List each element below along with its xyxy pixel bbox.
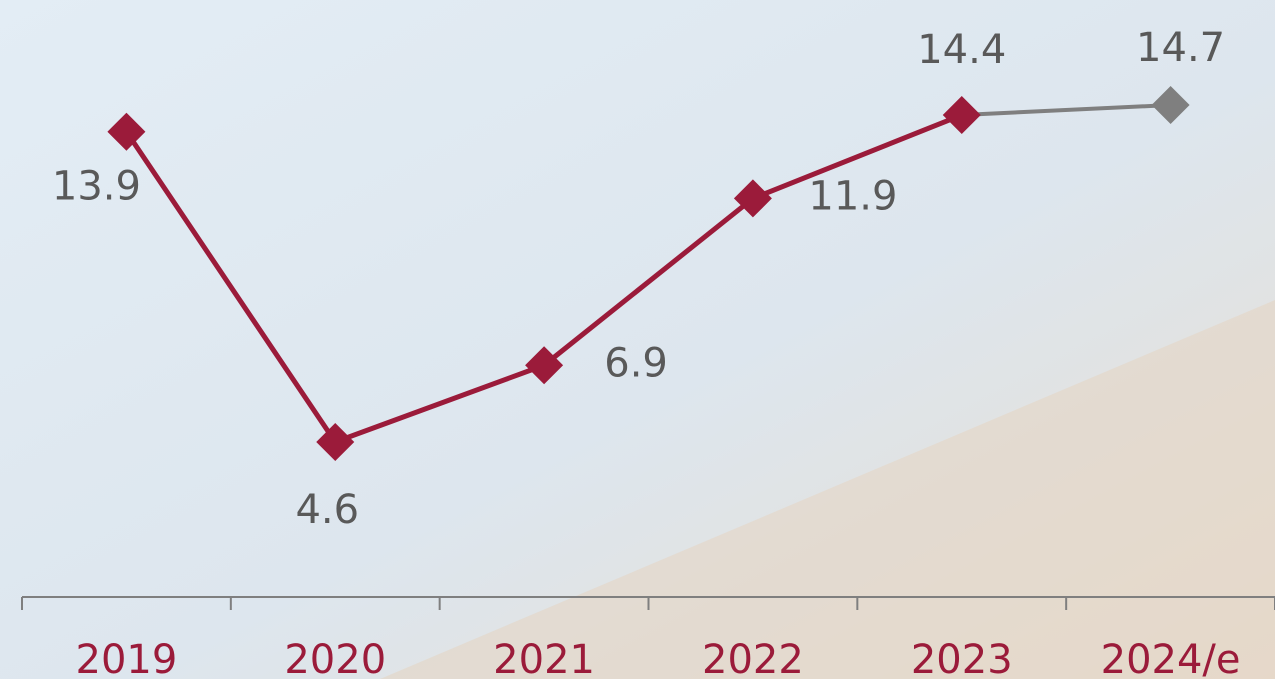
chart: 2019 2020 2021 2022 2023 2024/e 13.9 4.6 6.9 11.9…	[0, 0, 1275, 679]
data-label: 14.7	[1136, 25, 1225, 71]
x-tick-label: 2024/e	[1101, 637, 1241, 679]
x-tick-label: 2021	[493, 637, 595, 679]
data-label: 4.6	[295, 487, 359, 533]
data-label: 14.4	[917, 27, 1006, 73]
data-label: 13.9	[52, 164, 141, 210]
x-tick-label: 2023	[911, 637, 1013, 679]
x-tick-label: 2022	[702, 637, 804, 679]
data-label: 6.9	[604, 340, 668, 386]
x-tick-label: 2019	[76, 637, 178, 679]
x-tick-label: 2020	[284, 637, 386, 679]
page: 2019 2020 2021 2022 2023 2024/e 13.9 4.6 6.9 11.9…	[0, 0, 1275, 679]
data-label: 11.9	[808, 173, 897, 219]
